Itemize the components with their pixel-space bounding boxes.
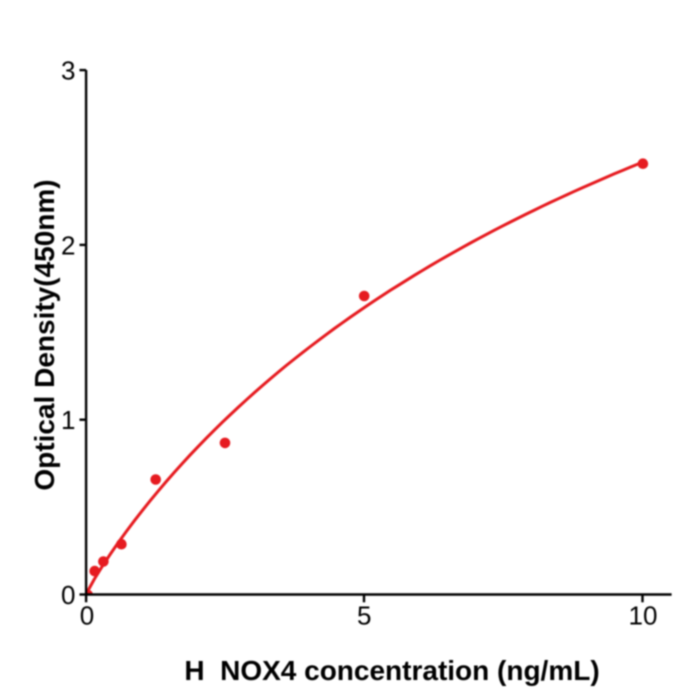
svg-text:H NOX4 concentration (ng/mL): H NOX4 concentration (ng/mL) bbox=[184, 655, 599, 686]
svg-text:Optical Density(450nm): Optical Density(450nm) bbox=[29, 179, 60, 490]
svg-text:1: 1 bbox=[61, 405, 75, 435]
svg-text:2: 2 bbox=[61, 230, 75, 260]
svg-text:0: 0 bbox=[80, 601, 94, 631]
svg-text:5: 5 bbox=[357, 601, 371, 631]
svg-text:10: 10 bbox=[629, 601, 658, 631]
svg-text:0: 0 bbox=[61, 580, 75, 610]
svg-text:3: 3 bbox=[61, 56, 75, 86]
